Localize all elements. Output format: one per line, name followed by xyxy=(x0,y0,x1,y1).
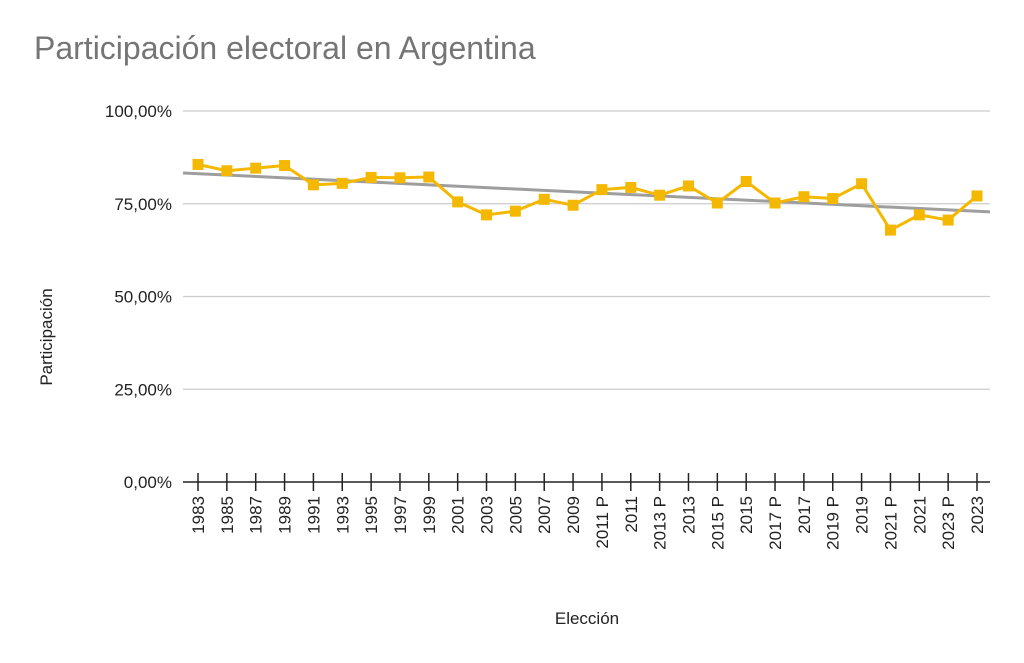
data-point xyxy=(250,162,262,174)
gridlines xyxy=(183,110,990,390)
data-point xyxy=(740,175,752,187)
x-tick-label: 1989 xyxy=(276,496,295,534)
y-tick-label: 50,00% xyxy=(114,288,172,307)
y-tick-label: 75,00% xyxy=(114,195,172,214)
x-tick-label: 2015 xyxy=(737,496,756,534)
x-tick-label: 2021 xyxy=(910,496,929,534)
x-tick-label: 2023 xyxy=(968,496,987,534)
x-tick-label: 1987 xyxy=(247,496,266,534)
x-tick-label: 1991 xyxy=(304,496,323,534)
x-tick-label: 2013 xyxy=(679,496,698,534)
x-axis-label: Elección xyxy=(555,609,619,628)
data-point xyxy=(856,178,868,190)
y-tick-label: 100,00% xyxy=(105,102,172,121)
x-tick-label: 2021 P xyxy=(881,496,900,550)
data-point xyxy=(336,177,348,189)
y-axis-ticks: 0,00% 25,00% 50,00% 75,00% 100,00% xyxy=(105,102,172,492)
data-point xyxy=(279,160,291,172)
data-point xyxy=(394,172,406,184)
data-point xyxy=(884,224,896,236)
data-point xyxy=(423,171,435,183)
data-point xyxy=(625,181,637,193)
x-tick-label: 2013 P xyxy=(651,496,670,550)
x-tick-label: 2023 P xyxy=(939,496,958,550)
data-point xyxy=(942,214,954,226)
x-tick-label: 1999 xyxy=(420,496,439,534)
x-tick-label: 2017 P xyxy=(766,496,785,550)
data-point xyxy=(538,193,550,205)
x-tick-label: 1997 xyxy=(391,496,410,534)
data-point xyxy=(509,205,521,217)
data-point xyxy=(192,158,204,170)
x-tick-label: 2019 P xyxy=(824,496,843,550)
x-tick-label: 2019 xyxy=(853,496,872,534)
data-point xyxy=(307,179,319,191)
x-tick-label: 2017 xyxy=(795,496,814,534)
y-tick-label: 0,00% xyxy=(124,473,172,492)
data-point xyxy=(769,197,781,209)
x-tick-label: 1985 xyxy=(218,496,237,534)
chart-title: Participación electoral en Argentina xyxy=(34,30,536,66)
data-point xyxy=(596,184,608,196)
data-point xyxy=(971,190,983,202)
data-point xyxy=(481,209,493,221)
x-tick-label: 2009 xyxy=(564,496,583,534)
x-tick-label: 1983 xyxy=(189,496,208,534)
series-layer xyxy=(192,158,983,236)
y-tick-label: 25,00% xyxy=(114,380,172,399)
x-tick-label: 2015 P xyxy=(708,496,727,550)
data-point xyxy=(913,209,925,221)
x-tick-label: 1993 xyxy=(333,496,352,534)
x-tick-label: 2007 xyxy=(535,496,554,534)
data-point xyxy=(711,197,723,209)
x-tick-label: 2003 xyxy=(478,496,497,534)
x-tick-label: 2001 xyxy=(449,496,468,534)
x-tick-label: 2005 xyxy=(506,496,525,534)
data-point xyxy=(365,171,377,183)
data-point xyxy=(452,196,464,208)
data-point xyxy=(798,191,810,203)
x-tick-label: 1995 xyxy=(362,496,381,534)
data-point xyxy=(654,189,666,201)
data-point xyxy=(827,193,839,205)
x-axis: 1983 1985 1987 1989 1991 1993 1995 1997 1999 2001… xyxy=(183,473,990,550)
x-tick-label: 2011 xyxy=(622,496,641,533)
series-line xyxy=(197,162,978,232)
data-point xyxy=(221,165,233,177)
y-axis-label: Participación xyxy=(37,288,56,385)
data-point xyxy=(682,180,694,192)
x-tick-label: 2011 P xyxy=(593,496,612,549)
data-point xyxy=(567,199,579,211)
